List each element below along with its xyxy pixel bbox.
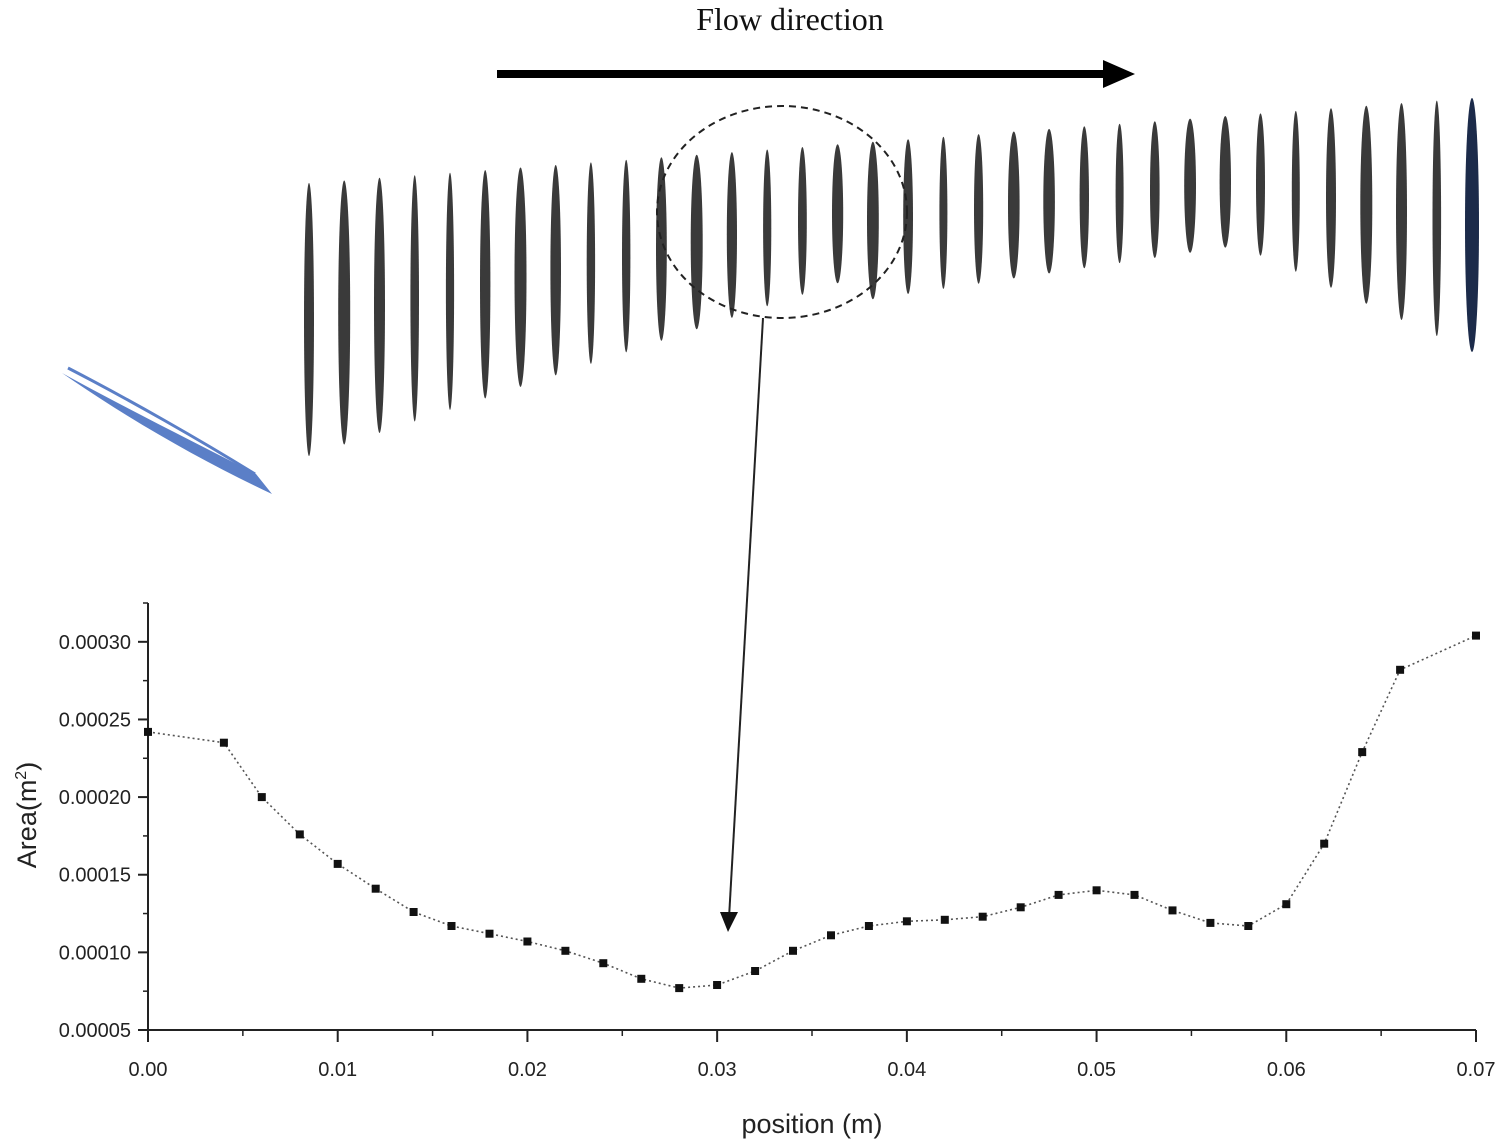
cross-section-slice <box>690 154 703 330</box>
y-axis-label-main: Area(m <box>12 780 42 869</box>
data-point <box>1168 906 1177 915</box>
cross-section-slice <box>939 136 948 289</box>
cross-section-slice <box>338 180 351 445</box>
cross-section-slice <box>1326 108 1336 288</box>
cross-section-slice <box>374 177 385 433</box>
cross-section-slice <box>867 141 879 300</box>
cross-section-slice <box>798 147 807 295</box>
data-point <box>1472 631 1480 640</box>
data-point <box>1092 886 1101 895</box>
data-point <box>1016 903 1025 912</box>
cross-section-slice <box>763 149 772 307</box>
chart-axes <box>147 603 1476 1031</box>
x-tick-label: 0.07 <box>1457 1059 1496 1081</box>
highlight-ellipse <box>656 105 908 319</box>
data-point <box>637 974 646 983</box>
data-point <box>978 912 987 921</box>
cross-section-slice <box>974 134 984 284</box>
data-point <box>1358 748 1367 757</box>
data-point <box>599 959 608 968</box>
cross-section-slice <box>1219 116 1232 248</box>
data-point <box>333 859 342 868</box>
data-point <box>447 922 456 930</box>
data-point <box>1130 890 1139 899</box>
cross-section-slice <box>480 170 491 399</box>
data-point <box>940 915 949 924</box>
data-point <box>371 884 380 893</box>
x-tick-label: 0.01 <box>318 1059 357 1081</box>
data-point <box>1282 900 1291 909</box>
data-point <box>219 738 228 747</box>
data-point <box>902 917 911 926</box>
cross-section-slice <box>1360 105 1373 304</box>
y-tick-label: 0.00005 <box>59 1020 131 1042</box>
data-point <box>1206 918 1215 927</box>
x-tick-label: 0.04 <box>887 1059 926 1081</box>
data-point <box>1244 922 1253 930</box>
y-tick-label: 0.00010 <box>59 942 131 964</box>
callout-arrow <box>720 317 764 932</box>
data-point <box>523 937 532 946</box>
data-point <box>1320 839 1329 848</box>
data-point <box>561 946 570 955</box>
cross-section-slice <box>445 172 455 410</box>
y-tick-label: 0.00015 <box>59 865 131 887</box>
cross-section-slice <box>622 159 631 353</box>
cross-section-slice <box>1396 103 1407 320</box>
x-ticks: 0.00 0.01 0.02 0.03 0.04 0.05 0.06 0.07 <box>129 1030 1496 1081</box>
data-point <box>713 981 722 989</box>
x-axis-label: position (m) <box>741 1109 882 1139</box>
x-tick-label: 0.03 <box>698 1059 737 1081</box>
x-tick-label: 0.02 <box>508 1059 547 1081</box>
y-axis-label-sup: 2 <box>13 771 30 780</box>
cross-section-slices <box>304 98 1479 456</box>
cross-section-slice <box>1008 131 1020 279</box>
y-tick-label: 0.00020 <box>59 787 131 809</box>
inlet-shape <box>62 366 272 494</box>
y-tick-label: 0.00030 <box>59 632 131 654</box>
data-point <box>675 984 684 993</box>
data-point <box>485 929 494 938</box>
data-point <box>864 922 873 930</box>
cross-section-slice <box>410 175 420 422</box>
data-point <box>295 830 304 839</box>
series-line-0 <box>147 634 1477 989</box>
x-tick-label: 0.05 <box>1077 1059 1116 1081</box>
cross-section-slice <box>1256 113 1265 256</box>
flow-direction-arrow <box>497 60 1135 88</box>
cross-section-slice <box>1079 126 1090 269</box>
cross-section-slice <box>656 157 667 341</box>
cross-section-slice <box>550 165 561 376</box>
data-point <box>409 908 418 916</box>
cross-section-slice <box>304 183 314 456</box>
data-point <box>827 931 835 940</box>
y-axis-label: Area(m2) <box>12 762 42 868</box>
cross-section-slice <box>1043 128 1055 274</box>
cross-section-slice <box>1465 98 1479 352</box>
data-point <box>789 946 797 955</box>
data-point <box>1054 890 1063 899</box>
plot-area <box>144 631 1480 993</box>
cross-section-slice <box>586 162 596 364</box>
data-point <box>751 967 760 975</box>
x-tick-label: 0.00 <box>129 1059 168 1081</box>
cross-section-slice <box>1115 123 1124 264</box>
y-tick-label: 0.00025 <box>59 709 131 731</box>
data-point <box>144 727 152 736</box>
cross-section-slice <box>1432 100 1442 336</box>
cross-section-slice <box>726 152 738 318</box>
y-ticks: 0.00005 0.00010 0.00015 0.00020 0.00025 0.000… <box>59 602 148 1042</box>
cross-section-slice <box>514 167 527 387</box>
flow-direction-label: Flow direction <box>696 1 884 37</box>
cross-section-slice <box>1150 121 1160 258</box>
data-point <box>1396 665 1405 674</box>
x-tick-label: 0.06 <box>1267 1059 1306 1081</box>
y-axis-label-end: ) <box>12 762 42 771</box>
data-point <box>257 793 266 802</box>
cross-section-slice <box>1291 110 1300 272</box>
cross-section-slice <box>1184 118 1196 253</box>
cross-section-slice <box>832 144 844 284</box>
cross-section-slice <box>903 139 913 294</box>
